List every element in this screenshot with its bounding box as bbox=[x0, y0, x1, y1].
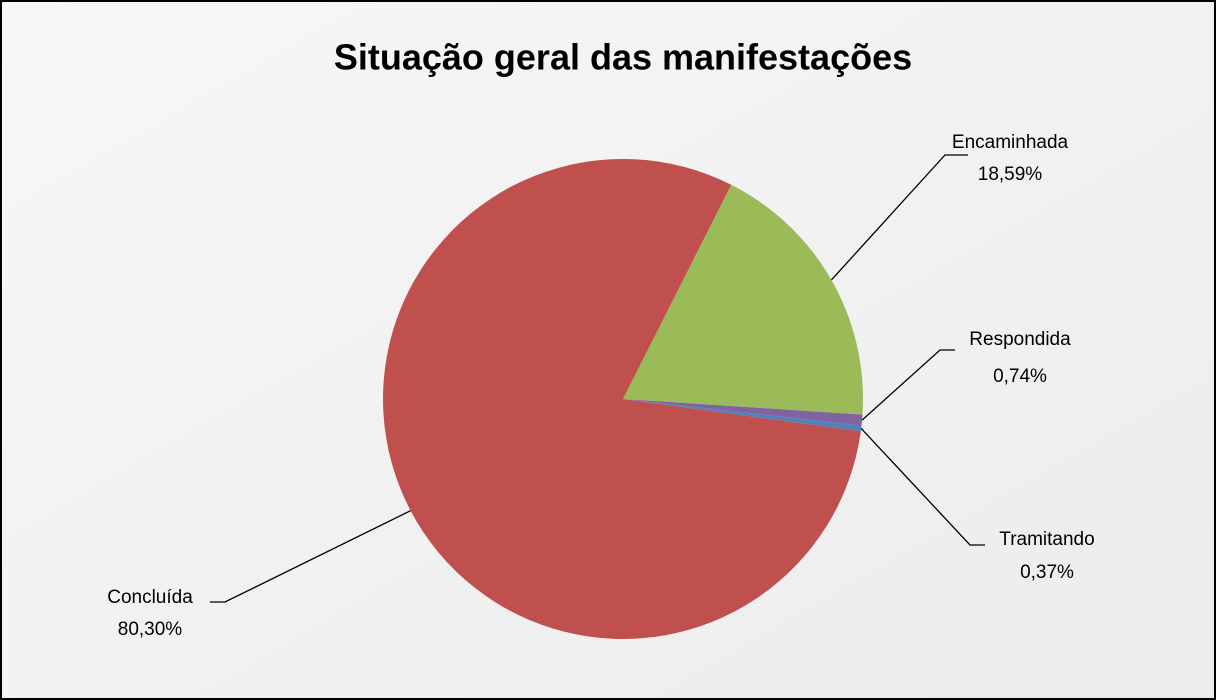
leader-line bbox=[210, 510, 411, 603]
data-label-value: 0,37% bbox=[1020, 562, 1074, 583]
data-label-name: Concluída bbox=[107, 587, 193, 608]
pie-slice bbox=[383, 158, 861, 640]
data-label-value: 0,74% bbox=[993, 366, 1047, 387]
leader-line bbox=[861, 349, 955, 421]
pie-slice bbox=[623, 399, 862, 432]
leader-line bbox=[860, 428, 985, 546]
data-label-value: 80,30% bbox=[118, 619, 183, 640]
pie-slice bbox=[623, 399, 863, 426]
pie-slice bbox=[623, 184, 863, 415]
chart-title: Situação geral das manifestações bbox=[334, 37, 912, 78]
data-label-name: Encaminhada bbox=[952, 132, 1069, 153]
data-label-value: 18,59% bbox=[978, 164, 1043, 185]
data-label-name: Respondida bbox=[969, 329, 1071, 350]
data-label-name: Tramitando bbox=[999, 529, 1094, 550]
leader-line bbox=[830, 154, 968, 281]
